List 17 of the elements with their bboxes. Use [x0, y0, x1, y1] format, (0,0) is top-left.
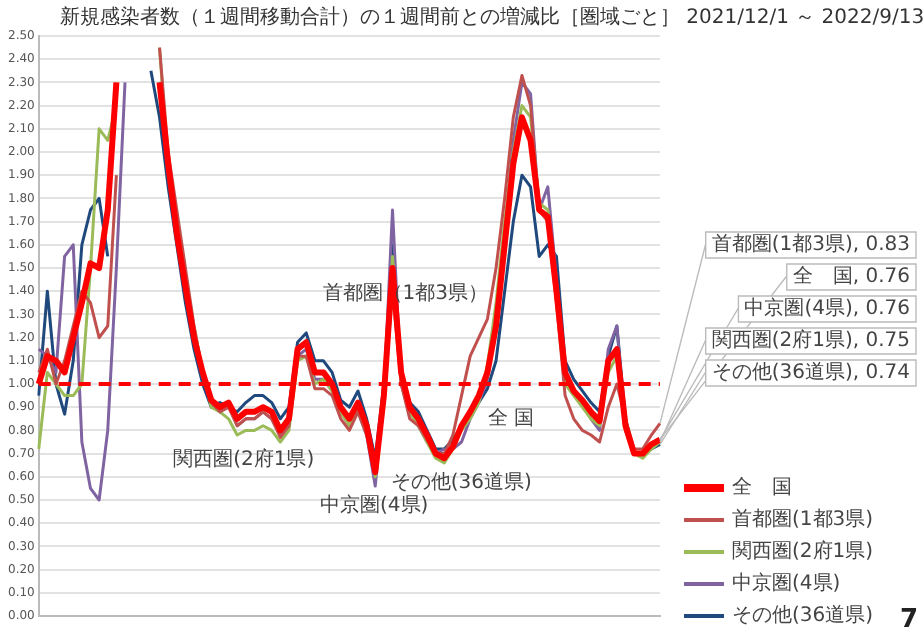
annotation: 首都圏（1都3県） [322, 281, 489, 306]
data-label: 全 国, 0.76 [792, 264, 910, 289]
data-label: 関西圏(2府1県), 0.75 [711, 328, 911, 353]
legend-label: 中京圏(4県) [732, 571, 841, 596]
legend-label: 首都圏(1都3県) [732, 507, 874, 532]
text: 7 [899, 604, 918, 635]
chart-title: 新規感染者数（１週間移動合計）の１週間前との増減比［圏域ごと］ 2021/12/1 ～ 2022/9/13 [60, 5, 924, 30]
legend-label: その他(36道県) [732, 603, 874, 628]
legend-label: 全 国 [732, 475, 792, 500]
annotation: その他(36道県) [390, 469, 532, 494]
annotation: 関西圏(2府1県) [173, 446, 315, 471]
data-label: 首都圏(1都3県), 0.83 [711, 232, 911, 257]
data-label: 中京圏(4県), 0.76 [744, 296, 911, 321]
annotation: 全 国 [487, 405, 535, 430]
legend-label: 関西圏(2府1県) [732, 539, 874, 564]
annotation: 中京圏(4県) [320, 492, 429, 517]
data-label: その他(36道県), 0.74 [711, 360, 911, 385]
